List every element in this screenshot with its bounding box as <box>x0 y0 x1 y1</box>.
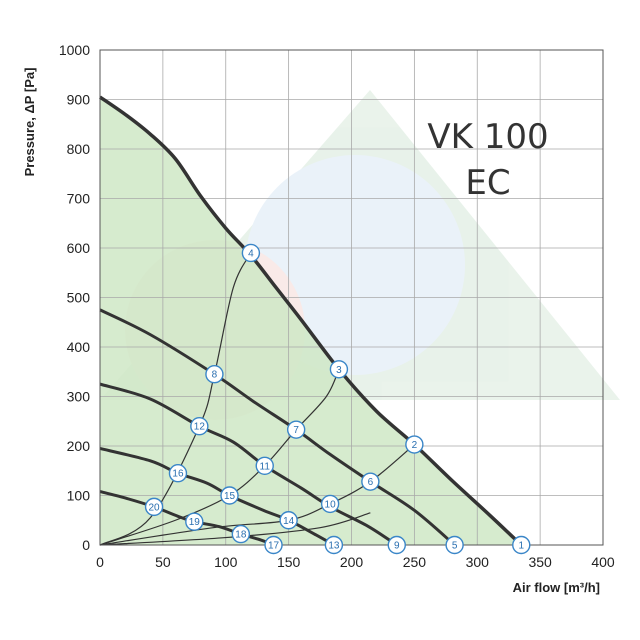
labels: VK 100 EC Air flow [m³/h] Pressure, ΔP [… <box>22 68 600 595</box>
x-tick-label: 150 <box>277 554 301 570</box>
system-curve-4 <box>99 512 371 546</box>
axes: 0 50 100 150 200 250 300 350 400 0 100 200 300 400 500… <box>59 42 615 570</box>
operating-point-marker <box>279 511 298 530</box>
system-curve-1 <box>99 252 252 546</box>
operating-point: 12 <box>190 417 209 436</box>
chart-title-line-2: EC <box>465 163 510 203</box>
x-axis-label: Air flow [m³/h] <box>513 580 600 595</box>
operating-point: 2 <box>405 435 424 454</box>
operating-point-marker <box>405 435 424 454</box>
operating-point-label: 16 <box>172 469 184 480</box>
operating-point-marker <box>220 486 239 505</box>
y-tick-label: 800 <box>67 141 91 157</box>
operating-point-label: 3 <box>336 365 342 376</box>
y-tick-label: 1000 <box>59 42 90 58</box>
operating-point-label: 1 <box>518 541 524 552</box>
operating-point-label: 18 <box>235 530 247 541</box>
operating-point-label: 2 <box>412 440 418 451</box>
operating-point-label: 4 <box>248 248 254 259</box>
y-tick-label: 600 <box>67 240 91 256</box>
operating-point-label: 11 <box>260 461 271 472</box>
operating-point-label: 9 <box>394 541 400 552</box>
x-tick-label: 50 <box>155 554 171 570</box>
y-tick-label: 700 <box>67 191 91 207</box>
operating-point-label: 15 <box>224 491 236 502</box>
operating-point-label: 13 <box>328 541 340 552</box>
operating-point: 13 <box>324 535 344 555</box>
plot-frame <box>99 49 604 546</box>
operating-point: 10 <box>320 494 340 514</box>
operating-point-marker <box>168 464 188 483</box>
operating-point-marker <box>241 243 261 263</box>
operating-point-marker <box>387 535 406 555</box>
operating-point: 1 <box>512 535 531 555</box>
operating-point-marker <box>255 456 274 475</box>
operating-point: 7 <box>286 420 306 439</box>
x-tick-label: 100 <box>214 554 238 570</box>
operating-point-label: 10 <box>325 499 337 510</box>
x-tick-label: 250 <box>403 554 427 570</box>
x-tick-label: 350 <box>528 554 552 570</box>
x-tick-label: 400 <box>591 554 615 570</box>
chart-title-line-1: VK 100 <box>427 117 548 157</box>
operating-point-label: 6 <box>368 477 374 488</box>
operating-point: 14 <box>279 511 298 530</box>
operating-point-marker <box>445 535 464 555</box>
operating-point-marker <box>324 535 344 555</box>
operating-point-marker <box>286 420 306 439</box>
y-tick-label: 400 <box>67 339 91 355</box>
operating-point: 11 <box>255 456 274 475</box>
operating-point-marker <box>361 472 380 491</box>
y-tick-label: 900 <box>67 92 91 108</box>
max-curve-line <box>99 95 523 547</box>
y-tick-label: 0 <box>82 537 90 553</box>
operating-point: 4 <box>241 243 261 263</box>
operating-point-label: 5 <box>452 541 458 552</box>
y-tick-label: 300 <box>67 389 91 405</box>
operating-point-label: 7 <box>293 425 299 436</box>
y-tick-label: 500 <box>67 290 91 306</box>
operating-point-marker <box>144 497 164 517</box>
y-tick-label: 200 <box>67 438 91 454</box>
operating-point: 15 <box>220 486 239 505</box>
operating-point-marker <box>205 365 224 384</box>
y-axis-label: Pressure, ΔP [Pa] <box>22 68 37 177</box>
operating-point-label: 14 <box>283 516 295 527</box>
operating-point-label: 17 <box>268 541 280 552</box>
operating-point: 9 <box>387 535 406 555</box>
x-tick-label: 200 <box>340 554 364 570</box>
operating-point: 16 <box>168 464 188 483</box>
operating-point: 19 <box>185 512 204 531</box>
operating-point-marker <box>264 535 283 555</box>
operating-point-label: 19 <box>189 517 201 528</box>
operating-point: 6 <box>361 472 380 491</box>
operating-point-marker <box>320 494 340 514</box>
operating-point: 20 <box>144 497 164 517</box>
operating-point: 18 <box>231 524 251 544</box>
operating-point: 3 <box>329 360 349 379</box>
operating-point: 8 <box>205 365 224 384</box>
operating-point-marker <box>190 417 209 436</box>
operating-point: 17 <box>264 535 283 555</box>
x-tick-label: 0 <box>96 554 104 570</box>
operating-point: 5 <box>445 535 464 555</box>
max-curve <box>99 95 523 547</box>
operating-point-label: 8 <box>212 370 218 381</box>
y-tick-label: 100 <box>67 488 91 504</box>
operating-point-marker <box>231 524 251 544</box>
operating-point-label: 12 <box>194 422 206 433</box>
x-tick-label: 300 <box>466 554 490 570</box>
operating-point-marker <box>185 512 204 531</box>
operating-point-label: 20 <box>149 502 161 513</box>
operating-point-marker <box>512 535 531 555</box>
operating-point-marker <box>329 360 349 379</box>
